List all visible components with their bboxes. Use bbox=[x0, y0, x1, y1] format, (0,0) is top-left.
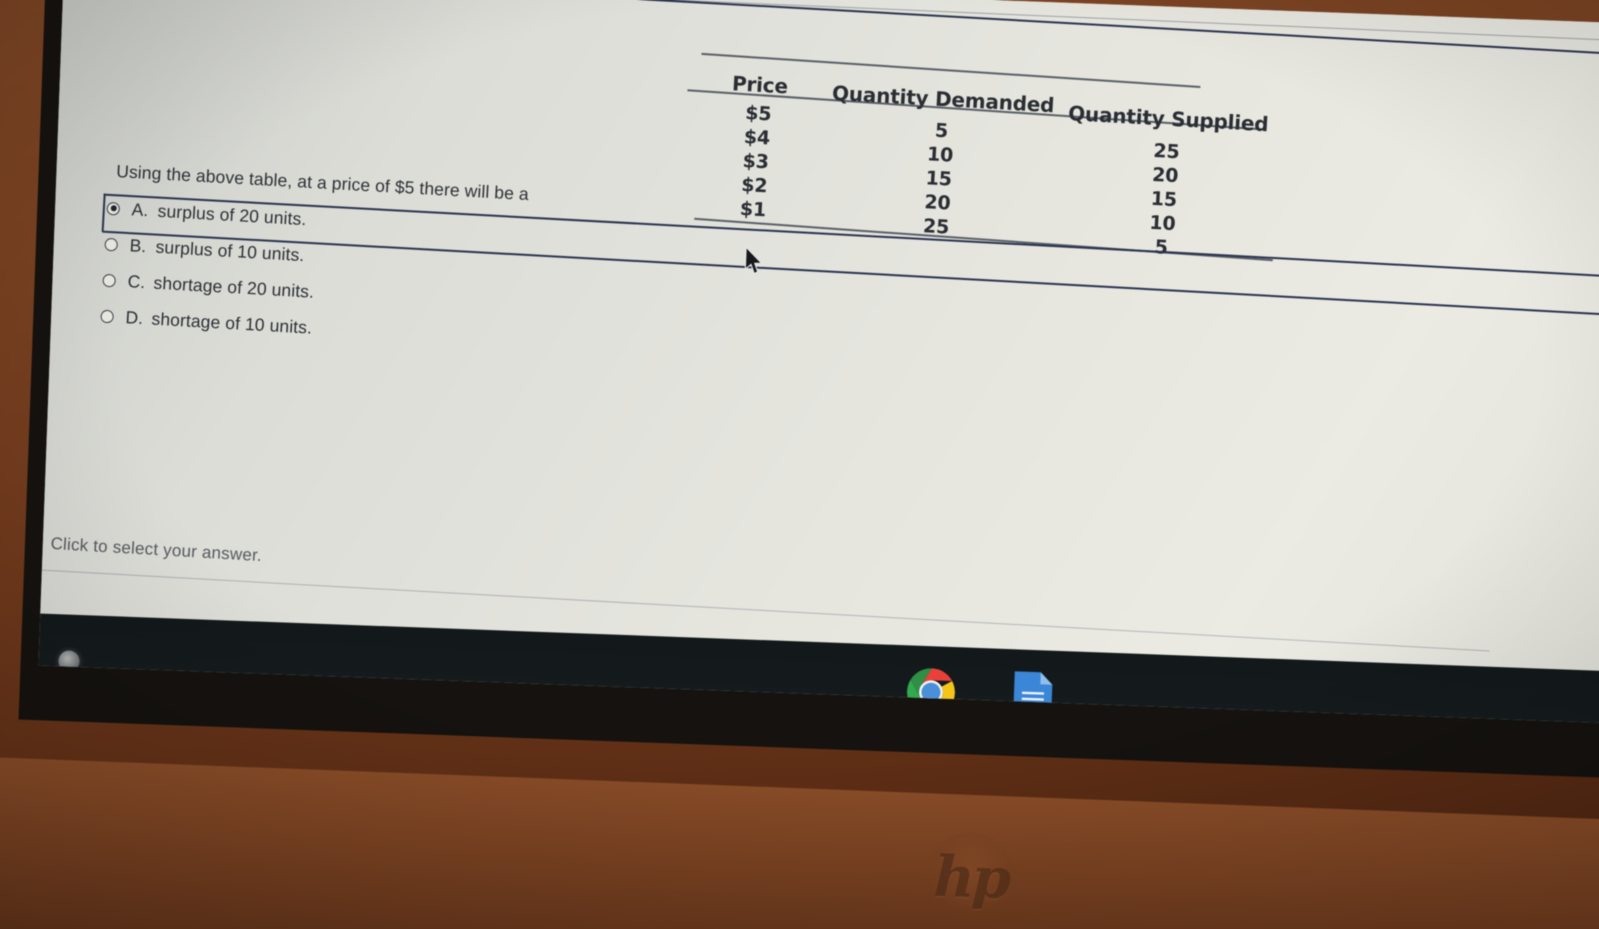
laptop-screen: Price Quantity Demanded Quantity Supplie… bbox=[38, 0, 1599, 725]
option-letter-c: C. bbox=[127, 270, 146, 292]
option-text-a: surplus of 20 units. bbox=[157, 200, 307, 229]
supply-demand-table: Price Quantity Demanded Quantity Supplie… bbox=[687, 52, 1276, 262]
option-letter-d: D. bbox=[125, 306, 144, 328]
radio-button-d[interactable] bbox=[100, 309, 115, 323]
option-letter-b: B. bbox=[129, 234, 147, 256]
radio-button-a[interactable] bbox=[106, 201, 121, 216]
option-letter-a: A. bbox=[131, 198, 149, 220]
option-text-c: shortage of 20 units. bbox=[153, 272, 315, 302]
quiz-page: Price Quantity Demanded Quantity Supplie… bbox=[40, 0, 1599, 673]
option-text-b: surplus of 10 units. bbox=[155, 236, 305, 265]
radio-button-b[interactable] bbox=[104, 237, 119, 252]
answer-hint-text: Click to select your answer. bbox=[50, 533, 263, 566]
radio-button-c[interactable] bbox=[102, 273, 117, 287]
hp-logo-text: hp bbox=[932, 843, 1010, 913]
option-text-d: shortage of 10 units. bbox=[151, 308, 313, 338]
